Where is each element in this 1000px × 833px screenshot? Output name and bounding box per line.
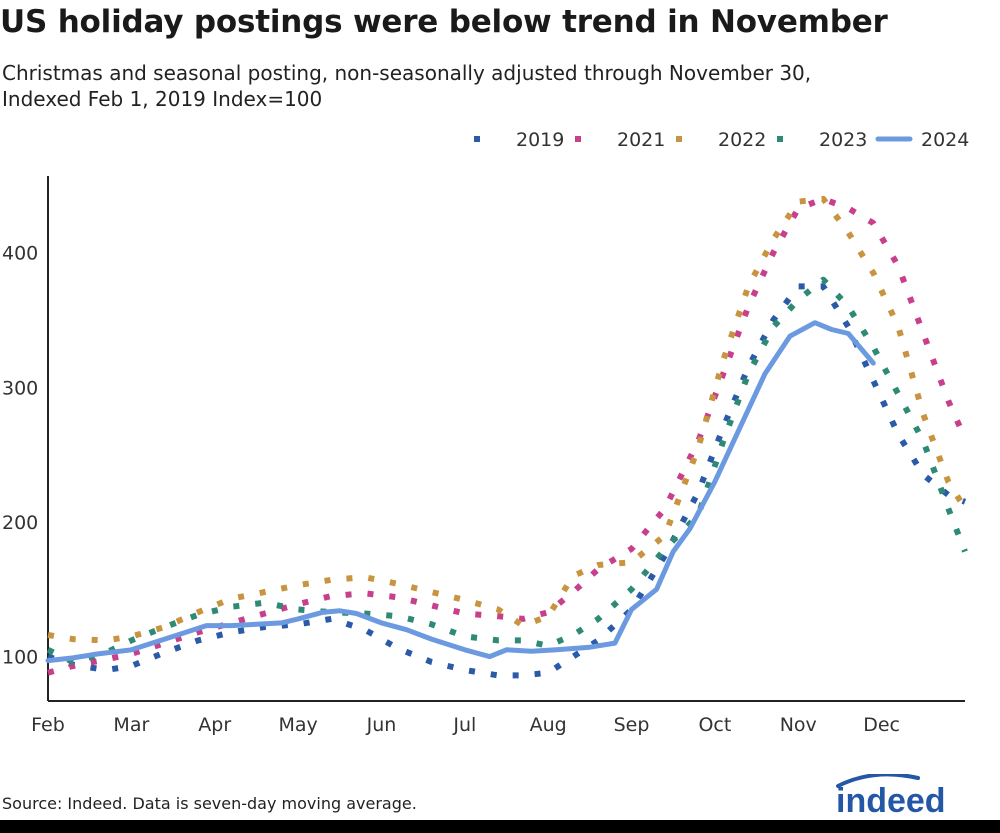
series-line-2024 xyxy=(45,320,876,664)
subtitle-line-2: Indexed Feb 1, 2019 Index=100 xyxy=(2,87,323,111)
x-tick-label: Sep xyxy=(614,714,650,736)
x-tick-label: Aug xyxy=(530,714,567,736)
x-tick-label: Apr xyxy=(198,714,231,736)
x-tick-label: Jul xyxy=(452,714,476,736)
chart-series xyxy=(45,195,968,679)
legend-item-2023: 2023 xyxy=(777,129,867,151)
legend-label: 2024 xyxy=(921,129,969,151)
legend-item-2019: 2019 xyxy=(474,129,564,151)
legend-swatch xyxy=(777,136,783,142)
legend-label: 2021 xyxy=(617,129,665,151)
x-tick-label: Jun xyxy=(366,714,397,736)
legend-swatch xyxy=(575,136,581,142)
x-tick-label: Mar xyxy=(113,714,149,736)
subtitle-line-1: Christmas and seasonal posting, non-seas… xyxy=(2,61,812,85)
series-line-2019 xyxy=(47,283,967,679)
chart-legend: 2019 2021 2022 2023 2024 xyxy=(474,129,969,151)
legend-item-2024: 2024 xyxy=(875,129,969,151)
source-note: Source: Indeed. Data is seven-day moving… xyxy=(2,794,417,813)
legend-item-2022: 2022 xyxy=(676,129,766,151)
svg-text:indeed: indeed xyxy=(836,782,946,818)
indeed-logo: indeed xyxy=(836,774,946,818)
x-tick-label: May xyxy=(278,714,317,736)
x-tick-label: Oct xyxy=(698,714,731,736)
x-tick-label: Feb xyxy=(31,714,65,736)
legend-item-2021: 2021 xyxy=(575,129,665,151)
x-tick-label: Dec xyxy=(863,714,900,736)
x-tick-label: Nov xyxy=(780,714,817,736)
y-tick-label: 200 xyxy=(2,512,38,534)
legend-swatch xyxy=(474,136,480,142)
chart-title: US holiday postings were below trend in … xyxy=(0,4,888,40)
series-line-2021 xyxy=(47,195,968,676)
legend-label: 2019 xyxy=(516,129,564,151)
legend-label: 2023 xyxy=(819,129,867,151)
y-tick-label: 400 xyxy=(2,243,38,265)
series-line-2022 xyxy=(47,195,968,644)
legend-swatch xyxy=(676,136,682,142)
y-tick-label: 300 xyxy=(2,377,38,399)
chart-subtitle: Christmas and seasonal posting, non-seas… xyxy=(2,60,811,112)
bottom-bar xyxy=(0,820,1000,833)
y-tick-label: 100 xyxy=(2,647,38,669)
series-line-2023 xyxy=(46,276,968,665)
legend-label: 2022 xyxy=(718,129,766,151)
y-axis-ticks: 100 200 300 400 xyxy=(2,243,38,669)
x-axis-ticks: Feb Mar Apr May Jun Jul Aug Sep Oct Nov Dec xyxy=(31,714,900,736)
